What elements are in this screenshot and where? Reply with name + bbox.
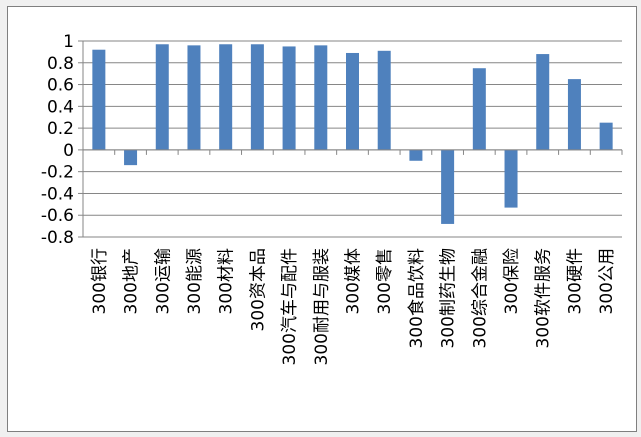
bar-6 [250, 44, 264, 150]
category-label-9: 300媒体 [344, 248, 364, 314]
category-label-16: 300硬件 [565, 248, 585, 314]
category-label-4: 300能源 [185, 248, 205, 314]
y-tick-label: 0.8 [47, 54, 74, 74]
category-label-12: 300制药生物 [439, 248, 459, 348]
y-tick-label: 1 [63, 32, 74, 52]
category-label-11: 300食品饮料 [407, 248, 427, 348]
category-label-5: 300材料 [217, 248, 237, 314]
bar-7 [282, 46, 296, 150]
y-tick-label: 0 [63, 141, 74, 161]
category-label-17: 300公用 [597, 248, 617, 314]
category-label-13: 300综合金融 [470, 248, 490, 348]
category-label-10: 300零售 [375, 248, 395, 314]
y-tick-label: -0.4 [41, 184, 74, 204]
y-tick-label: -0.6 [41, 206, 74, 226]
bar-17 [599, 122, 613, 150]
y-tick-label: 0.4 [47, 97, 74, 117]
category-label-3: 300运输 [153, 248, 173, 314]
bar-8 [314, 45, 328, 150]
category-label-7: 300汽车与配件 [280, 248, 300, 365]
bar-5 [219, 44, 233, 150]
category-label-2: 300地产 [122, 248, 142, 314]
bar-11 [409, 149, 423, 161]
y-tick-label: 0.2 [47, 119, 74, 139]
bar-9 [346, 52, 359, 150]
bar-14 [504, 149, 518, 208]
bar-16 [567, 79, 581, 150]
bar-10 [377, 50, 391, 150]
bar-3 [155, 44, 169, 150]
category-label-1: 300银行 [90, 248, 110, 314]
bar-15 [536, 54, 550, 150]
category-label-15: 300软件服务 [534, 248, 554, 348]
category-label-6: 300资本品 [248, 248, 268, 331]
y-tick-label: -0.2 [41, 163, 74, 183]
y-tick-label: -0.8 [41, 228, 74, 248]
category-label-8: 300耐用与服装 [312, 248, 332, 365]
bar-12 [441, 149, 455, 224]
y-tick-label: 0.6 [47, 76, 74, 96]
category-label-14: 300保险 [502, 248, 522, 314]
bar-4 [187, 45, 201, 150]
bar-13 [472, 68, 486, 150]
bar-2 [124, 149, 138, 166]
bar-1 [92, 49, 106, 150]
